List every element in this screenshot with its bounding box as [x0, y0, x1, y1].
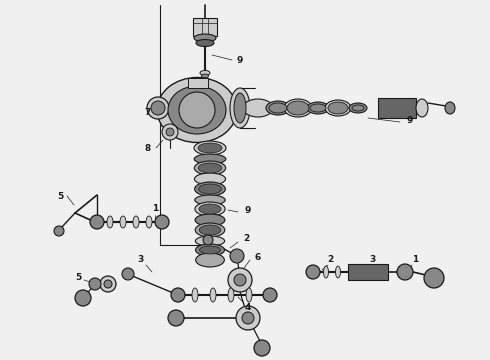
Text: 7: 7 [145, 108, 151, 117]
Ellipse shape [195, 214, 225, 226]
Ellipse shape [328, 102, 348, 114]
Ellipse shape [147, 97, 169, 119]
Circle shape [230, 249, 244, 263]
Ellipse shape [107, 216, 113, 228]
Ellipse shape [445, 102, 455, 114]
Ellipse shape [195, 161, 226, 175]
Ellipse shape [416, 99, 428, 117]
Circle shape [254, 340, 270, 356]
Circle shape [203, 235, 213, 245]
Circle shape [75, 290, 91, 306]
Ellipse shape [228, 288, 234, 302]
Ellipse shape [199, 225, 221, 235]
Ellipse shape [336, 266, 341, 278]
Text: 1: 1 [412, 256, 418, 265]
Circle shape [166, 128, 174, 136]
Ellipse shape [196, 236, 224, 246]
Bar [348, 264, 388, 280]
Ellipse shape [196, 253, 224, 267]
Text: 6: 6 [255, 253, 261, 262]
Ellipse shape [199, 204, 221, 214]
Ellipse shape [210, 288, 216, 302]
Circle shape [104, 280, 112, 288]
Circle shape [168, 310, 184, 326]
Ellipse shape [246, 288, 252, 302]
Ellipse shape [200, 71, 210, 76]
Ellipse shape [310, 104, 326, 112]
Ellipse shape [243, 99, 273, 117]
Circle shape [306, 265, 320, 279]
Circle shape [171, 288, 185, 302]
Text: 4: 4 [245, 303, 251, 312]
Text: 5: 5 [75, 274, 81, 283]
Ellipse shape [194, 34, 216, 42]
Text: 2: 2 [327, 256, 333, 265]
Ellipse shape [284, 99, 312, 117]
Ellipse shape [195, 202, 225, 216]
Text: 9: 9 [237, 55, 243, 64]
Circle shape [179, 92, 215, 128]
Text: 8: 8 [145, 144, 151, 153]
Ellipse shape [146, 216, 152, 228]
Ellipse shape [230, 88, 250, 128]
Text: 2: 2 [243, 234, 249, 243]
Ellipse shape [287, 101, 309, 115]
Text: 3: 3 [369, 256, 375, 265]
Ellipse shape [352, 105, 364, 111]
Circle shape [397, 264, 413, 280]
Ellipse shape [195, 195, 225, 205]
Bar [188, 78, 208, 88]
Ellipse shape [325, 100, 351, 116]
Ellipse shape [196, 40, 214, 46]
Circle shape [424, 268, 444, 288]
Text: 3: 3 [137, 256, 143, 265]
Ellipse shape [199, 246, 220, 254]
Circle shape [228, 268, 252, 292]
Ellipse shape [349, 103, 367, 113]
Circle shape [236, 306, 260, 330]
Ellipse shape [198, 163, 221, 173]
Circle shape [155, 215, 169, 229]
Ellipse shape [198, 184, 221, 194]
Ellipse shape [196, 244, 224, 256]
Ellipse shape [323, 266, 328, 278]
Ellipse shape [168, 86, 226, 134]
Ellipse shape [198, 143, 222, 153]
Text: 5: 5 [57, 192, 63, 201]
Ellipse shape [266, 101, 290, 115]
Circle shape [242, 312, 254, 324]
Bar [378, 98, 416, 118]
Ellipse shape [157, 77, 237, 143]
Circle shape [90, 215, 104, 229]
Ellipse shape [133, 216, 139, 228]
Ellipse shape [195, 173, 225, 185]
Ellipse shape [269, 103, 287, 113]
Circle shape [122, 268, 134, 280]
Ellipse shape [307, 102, 329, 114]
Text: 1: 1 [152, 203, 158, 212]
Ellipse shape [192, 288, 198, 302]
Text: 9: 9 [407, 116, 413, 125]
Ellipse shape [194, 154, 226, 164]
Ellipse shape [195, 223, 225, 237]
Ellipse shape [234, 93, 246, 123]
Circle shape [263, 288, 277, 302]
Ellipse shape [120, 216, 126, 228]
Circle shape [100, 276, 116, 292]
Ellipse shape [151, 101, 165, 115]
Bar [193, 18, 217, 36]
Circle shape [162, 124, 178, 140]
Ellipse shape [201, 74, 209, 78]
Circle shape [234, 274, 246, 286]
Text: 9: 9 [245, 206, 251, 215]
Ellipse shape [195, 182, 225, 196]
Circle shape [54, 226, 64, 236]
Circle shape [89, 278, 101, 290]
Ellipse shape [194, 141, 226, 155]
